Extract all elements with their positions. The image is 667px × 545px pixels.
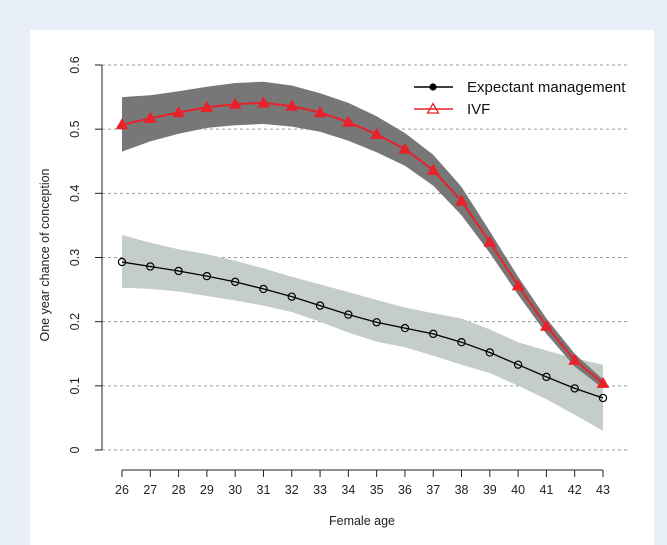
point-ivf xyxy=(540,319,553,331)
x-tick-label: 30 xyxy=(228,483,242,497)
point-expectant-management xyxy=(457,338,466,347)
y-tick-label: 0.2 xyxy=(68,313,82,330)
point-ivf xyxy=(313,105,327,118)
x-tick-label: 43 xyxy=(596,483,610,497)
point-ivf xyxy=(455,194,468,206)
point-expectant-management xyxy=(315,301,325,310)
y-tick-label: 0.1 xyxy=(68,377,82,394)
confidence-bands xyxy=(122,81,603,431)
x-tick-label: 38 xyxy=(455,483,469,497)
point-expectant-management xyxy=(117,257,127,267)
line-ivf xyxy=(121,101,604,385)
point-expectant-management xyxy=(202,271,212,281)
point-expectant-management xyxy=(287,292,296,301)
point-ivf xyxy=(341,115,355,127)
y-tick-label: 0 xyxy=(68,446,82,453)
point-expectant-management xyxy=(259,284,268,294)
x-tick-label: 35 xyxy=(370,483,384,497)
x-axis-title: Female age xyxy=(329,514,395,528)
point-ivf xyxy=(398,142,412,154)
point-expectant-management xyxy=(146,262,155,271)
x-tick-label: 34 xyxy=(341,483,355,497)
band-ivf xyxy=(122,81,603,389)
x-tick-label: 40 xyxy=(511,483,525,497)
band-expectant-management xyxy=(122,235,603,431)
y-tick-label: 0.5 xyxy=(68,120,82,137)
point-expectant-management xyxy=(429,329,438,339)
point-expectant-management xyxy=(542,372,551,382)
y-tick-label: 0.3 xyxy=(68,249,82,266)
point-expectant-management xyxy=(230,277,240,287)
point-ivf xyxy=(370,127,384,139)
point-ivf xyxy=(200,100,214,112)
point-ivf xyxy=(426,163,440,175)
x-tick-label: 31 xyxy=(257,483,271,497)
point-ivf xyxy=(483,235,497,247)
x-tick-label: 27 xyxy=(143,483,157,497)
point-ivf xyxy=(257,96,270,108)
legend: Expectant management IVF xyxy=(414,79,626,118)
legend-marker-ivf xyxy=(426,102,440,114)
x-tick-label: 37 xyxy=(426,483,440,497)
y-axis-title: One year chance of conception xyxy=(38,168,52,341)
series-markers xyxy=(115,96,610,403)
point-ivf xyxy=(511,279,525,291)
x-tick-label: 36 xyxy=(398,483,412,497)
point-ivf xyxy=(172,105,185,118)
point-expectant-management xyxy=(598,393,608,403)
point-ivf xyxy=(596,376,610,388)
x-tick-label: 32 xyxy=(285,483,299,497)
point-ivf xyxy=(143,111,157,123)
x-tick-label: 39 xyxy=(483,483,497,497)
series-lines xyxy=(121,101,604,399)
point-expectant-management xyxy=(400,323,410,333)
point-expectant-management xyxy=(513,360,523,369)
y-tick-label: 0.6 xyxy=(68,56,82,73)
point-expectant-management xyxy=(174,266,183,276)
legend-label-expectant: Expectant management xyxy=(467,79,626,96)
point-ivf xyxy=(115,118,129,130)
point-ivf xyxy=(568,353,582,365)
point-expectant-management xyxy=(372,318,381,327)
point-expectant-management xyxy=(485,348,495,357)
x-tick-label: 29 xyxy=(200,483,214,497)
point-ivf xyxy=(228,97,242,109)
point-expectant-management xyxy=(570,384,579,393)
x-tick-label: 33 xyxy=(313,483,327,497)
point-expectant-management xyxy=(344,310,353,319)
x-tick-label: 41 xyxy=(539,483,553,497)
legend-label-ivf: IVF xyxy=(467,101,490,118)
point-ivf xyxy=(285,99,299,111)
chart: 0 0.1 0.2 0.3 0.4 0.5 0.6 26 27 28 29 30 31 32 33 34 35 3… xyxy=(38,56,630,528)
line-expectant-management xyxy=(121,261,604,399)
x-tick-label: 28 xyxy=(172,483,186,497)
chart-frame: 0 0.1 0.2 0.3 0.4 0.5 0.6 26 27 28 29 30 31 32 33 34 35 3… xyxy=(30,30,654,545)
axes: 0 0.1 0.2 0.3 0.4 0.5 0.6 26 27 28 29 30 31 32 33 34 35 3… xyxy=(68,56,610,497)
x-tick-label: 42 xyxy=(568,483,582,497)
legend-marker-expectant xyxy=(429,83,437,91)
y-tick-label: 0.4 xyxy=(68,185,82,202)
x-tick-label: 26 xyxy=(115,483,129,497)
